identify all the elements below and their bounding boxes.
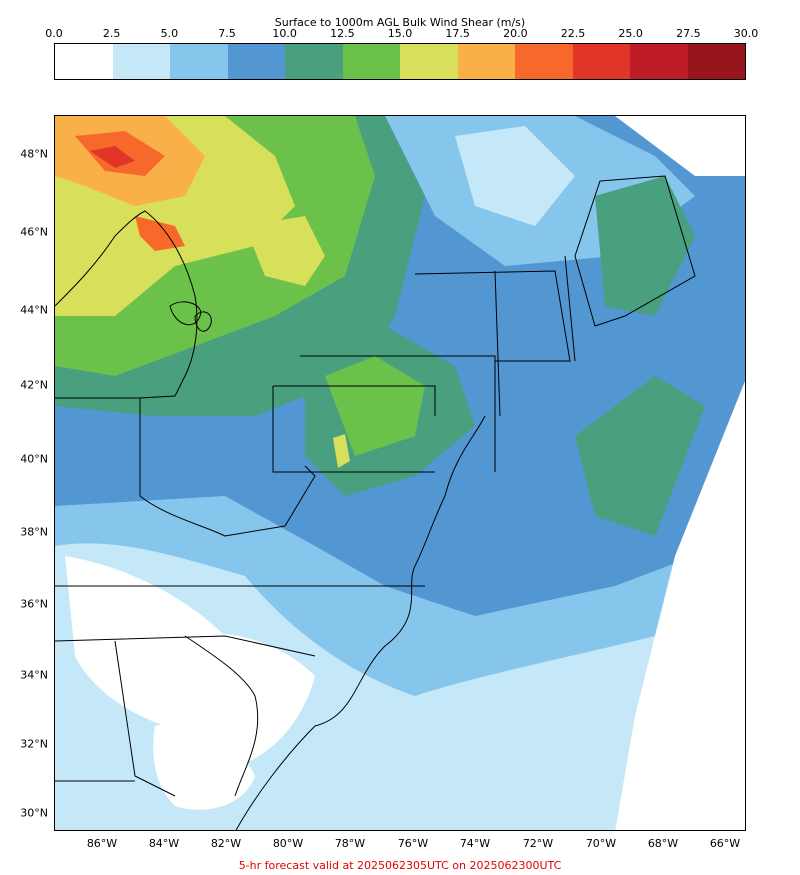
colorbar-tick-label: 27.5 <box>676 27 701 40</box>
colorbar-tick-label: 22.5 <box>560 27 586 40</box>
colorbar-tick-label: 0.0 <box>45 27 63 40</box>
latitude-label: 44°N <box>20 303 48 317</box>
latitude-label: 34°N <box>20 668 48 682</box>
colorbar-tick-label: 30.0 <box>733 27 759 40</box>
latitude-label: 36°N <box>20 597 48 611</box>
colorbar-tick-label: 2.5 <box>102 27 121 40</box>
colorbar-title: Surface to 1000m AGL Bulk Wind Shear (m/… <box>274 16 526 29</box>
colorbar-tick-label: 5.0 <box>160 27 179 40</box>
longitude-label: 68°W <box>647 837 679 850</box>
colorbar-segment <box>515 44 573 79</box>
longitude-label: 84°W <box>148 837 180 850</box>
longitude-label: 74°W <box>459 837 491 850</box>
colorbar <box>54 43 746 80</box>
latitude-label: 46°N <box>20 225 48 239</box>
latitude-label: 38°N <box>20 525 48 539</box>
colorbar-segment <box>572 44 630 79</box>
state-boundaries <box>55 175 696 830</box>
latitude-label: 32°N <box>20 737 48 751</box>
latitude-label: 42°N <box>20 378 48 392</box>
map-panel <box>54 115 746 831</box>
colorbar-segment <box>170 44 228 79</box>
wind-shear-map <box>55 116 745 830</box>
colorbar-tick-label: 17.5 <box>445 27 470 40</box>
colorbar-tick-label: 12.5 <box>330 27 355 40</box>
longitude-label: 72°W <box>522 837 554 850</box>
colorbar-segment <box>227 44 285 79</box>
forecast-valid-footer: 5-hr forecast valid at 2025062305UTC on … <box>238 859 562 872</box>
longitude-label: 76°W <box>397 837 429 850</box>
colorbar-tick-label: 15.0 <box>387 27 413 40</box>
colorbar-tick-label: 20.0 <box>503 27 528 40</box>
longitude-label: 86°W <box>86 837 118 850</box>
colorbar-segment <box>457 44 515 79</box>
longitude-label: 78°W <box>334 837 366 850</box>
colorbar-segment <box>285 44 343 79</box>
colorbar-segment <box>400 44 458 79</box>
latitude-label: 30°N <box>20 806 48 820</box>
colorbar-segment <box>112 44 170 79</box>
shear-fill-layer <box>55 116 745 830</box>
longitude-label: 82°W <box>210 837 242 850</box>
longitude-label: 70°W <box>585 837 617 850</box>
colorbar-tick-label: 10.0 <box>272 27 297 40</box>
colorbar-segment <box>55 44 113 79</box>
longitude-label: 66°W <box>709 837 741 850</box>
colorbar-segment <box>630 44 688 79</box>
colorbar-segment <box>687 44 745 79</box>
colorbar-tick-label: 25.0 <box>618 27 643 40</box>
longitude-label: 80°W <box>272 837 304 850</box>
latitude-label: 48°N <box>20 147 48 161</box>
colorbar-segment <box>342 44 400 79</box>
latitude-label: 40°N <box>20 452 48 466</box>
colorbar-tick-label: 7.5 <box>218 27 236 40</box>
